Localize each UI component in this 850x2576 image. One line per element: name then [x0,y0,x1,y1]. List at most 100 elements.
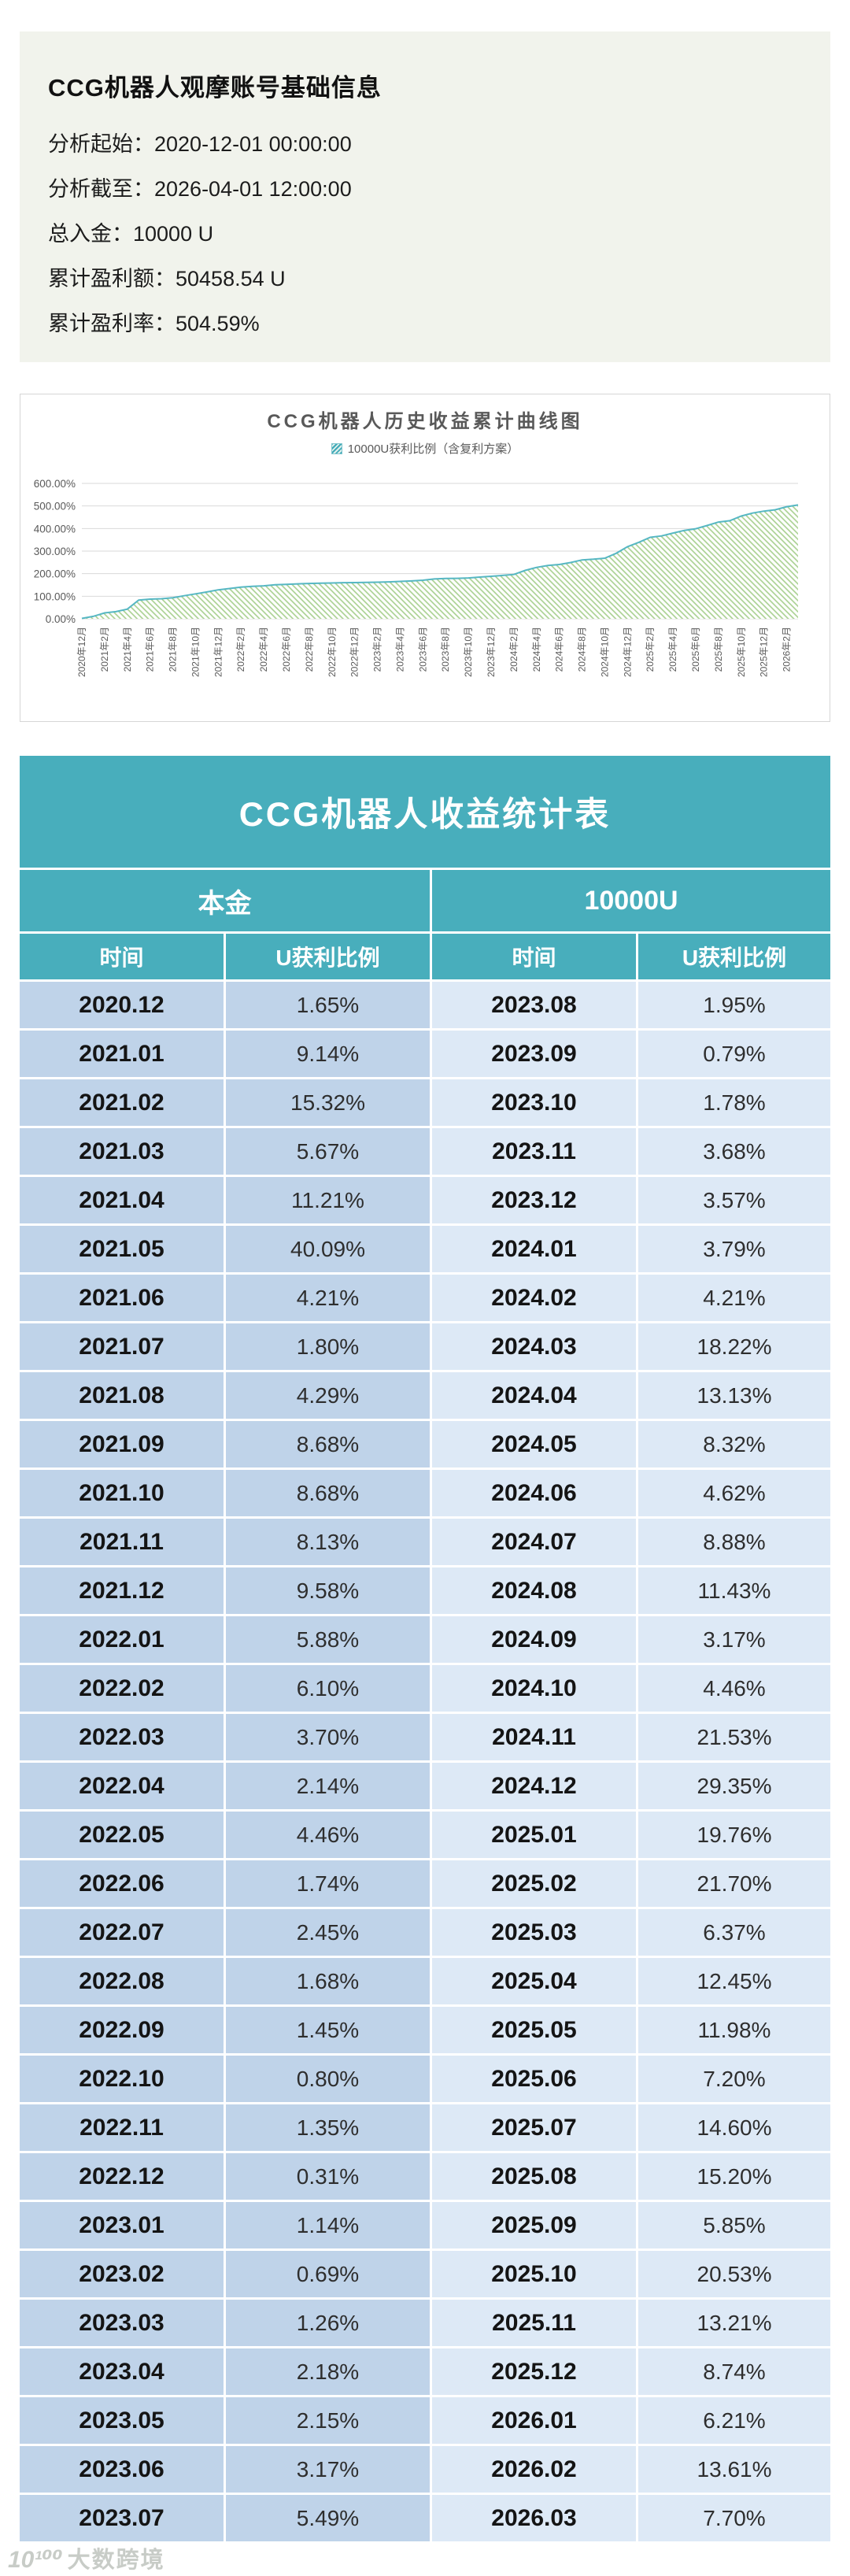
table-row: 2022.12 0.31% 2025.08 15.20% [20,2153,830,2202]
x-tick-label: 2021年4月 [122,627,133,672]
table-row: 2022.06 1.74% 2025.02 21.70% [20,1860,830,1909]
profit-table-body: CCG机器人收益统计表 本金 10000U 时间 U获利比例 时间 U获利比例 … [20,756,830,2544]
x-tick-label: 2025年4月 [667,627,678,672]
x-tick-label: 2023年8月 [440,627,451,672]
col-header-ratio-right: U获利比例 [638,934,830,982]
principal-value: 10000U [432,870,830,934]
table-row: 2021.02 15.32% 2023.10 1.78% [20,1079,830,1128]
month-cell: 2024.09 [432,1616,638,1665]
legend-label: 10000U获利比例（含复利方案） [347,442,519,456]
month-cell: 2024.02 [432,1275,638,1323]
table-row: 2021.11 8.13% 2024.07 8.88% [20,1519,830,1567]
ratio-cell: 1.45% [226,2007,432,2056]
ratio-cell: 9.14% [226,1031,432,1079]
x-tick-label: 2026年2月 [782,627,793,672]
month-cell: 2025.03 [432,1909,638,1958]
ratio-cell: 5.85% [638,2202,830,2251]
table-row: 2021.03 5.67% 2023.11 3.68% [20,1128,830,1177]
month-cell: 2024.10 [432,1665,638,1714]
month-cell: 2021.11 [20,1519,226,1567]
y-tick-label: 200.00% [34,568,76,580]
month-cell: 2025.09 [432,2202,638,2251]
table-row: 2022.03 3.70% 2024.11 21.53% [20,1714,830,1763]
month-cell: 2026.02 [432,2446,638,2495]
month-cell: 2025.08 [432,2153,638,2202]
table-row: 2021.07 1.80% 2024.03 18.22% [20,1323,830,1372]
table-row: 2022.01 5.88% 2024.09 3.17% [20,1616,830,1665]
col-header-time-left: 时间 [20,934,226,982]
analysis-end-row: 分析截至：2026-04-01 12:00:00 [48,167,807,212]
ratio-cell: 15.32% [226,1079,432,1128]
table-row: 2023.05 2.15% 2026.01 6.21% [20,2397,830,2446]
table-title-row: CCG机器人收益统计表 [20,756,830,870]
table-row: 2022.09 1.45% 2025.05 11.98% [20,2007,830,2056]
ratio-cell: 5.88% [226,1616,432,1665]
month-cell: 2025.10 [432,2251,638,2300]
table-row: 2022.07 2.45% 2025.03 6.37% [20,1909,830,1958]
ratio-cell: 8.74% [638,2348,830,2397]
ratio-cell: 11.21% [226,1177,432,1226]
month-cell: 2025.01 [432,1812,638,1860]
x-tick-label: 2022年4月 [258,627,269,672]
ratio-cell: 7.20% [638,2056,830,2104]
y-tick-label: 600.00% [34,478,76,490]
table-row: 2020.12 1.65% 2023.08 1.95% [20,982,830,1031]
ratio-cell: 1.80% [226,1323,432,1372]
profit-rate-row: 累计盈利率：504.59% [48,302,807,346]
ratio-cell: 20.53% [638,2251,830,2300]
y-tick-label: 100.00% [34,590,76,602]
account-info-card: CCG机器人观摩账号基础信息 分析起始：2020-12-01 00:00:00 … [20,31,830,362]
month-cell: 2024.01 [432,1226,638,1275]
month-cell: 2024.04 [432,1372,638,1421]
chart-title: CCG机器人历史收益累计曲线图 [267,411,583,432]
month-cell: 2022.08 [20,1958,226,2007]
ratio-cell: 2.45% [226,1909,432,1958]
table-row: 2021.10 8.68% 2024.06 4.62% [20,1470,830,1519]
month-cell: 2025.07 [432,2104,638,2153]
ratio-cell: 6.10% [226,1665,432,1714]
month-cell: 2024.11 [432,1714,638,1763]
ratio-cell: 29.35% [638,1763,830,1812]
month-cell: 2025.11 [432,2300,638,2348]
y-tick-label: 400.00% [34,523,76,535]
month-cell: 2025.05 [432,2007,638,2056]
month-cell: 2025.02 [432,1860,638,1909]
ratio-cell: 21.70% [638,1860,830,1909]
ratio-cell: 8.68% [226,1470,432,1519]
profit-rate-value: 504.59% [176,312,260,335]
x-tick-label: 2022年6月 [281,627,292,672]
profit-area [82,505,798,619]
ratio-cell: 1.26% [226,2300,432,2348]
ratio-cell: 4.46% [638,1665,830,1714]
month-cell: 2021.06 [20,1275,226,1323]
month-cell: 2024.06 [432,1470,638,1519]
table-row: 2023.01 1.14% 2025.09 5.85% [20,2202,830,2251]
ratio-cell: 1.95% [638,982,830,1031]
ratio-cell: 40.09% [226,1226,432,1275]
month-cell: 2023.02 [20,2251,226,2300]
profit-line [81,504,799,620]
ratio-cell: 1.65% [226,982,432,1031]
x-tick-label: 2023年4月 [394,627,405,672]
profit-chart-svg: 0.00% 100.00% 200.00% 300.00% 400.00% 500.00%… [34,478,799,677]
total-profit-row: 累计盈利额：50458.54 U [48,257,807,302]
table-row: 2022.02 6.10% 2024.10 4.46% [20,1665,830,1714]
table-row: 2021.05 40.09% 2024.01 3.79% [20,1226,830,1275]
ratio-cell: 2.18% [226,2348,432,2397]
ratio-cell: 3.79% [638,1226,830,1275]
month-cell: 2023.01 [20,2202,226,2251]
table-row: 2022.10 0.80% 2025.06 7.20% [20,2056,830,2104]
month-cell: 2023.11 [432,1128,638,1177]
y-tick-label: 500.00% [34,501,76,513]
x-tick-label: 2021年10月 [190,627,201,677]
analysis-end-label: 分析截至： [48,177,154,201]
month-cell: 2021.05 [20,1226,226,1275]
x-tick-label: 2023年2月 [372,627,383,672]
total-deposit-value: 10000 U [133,222,214,246]
ratio-cell: 14.60% [638,2104,830,2153]
x-tick-label: 2024年8月 [577,627,588,672]
ratio-cell: 0.31% [226,2153,432,2202]
total-profit-value: 50458.54 U [176,267,286,291]
ratio-cell: 8.68% [226,1421,432,1470]
